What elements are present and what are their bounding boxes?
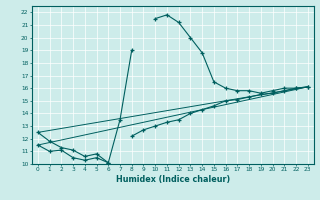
X-axis label: Humidex (Indice chaleur): Humidex (Indice chaleur) xyxy=(116,175,230,184)
